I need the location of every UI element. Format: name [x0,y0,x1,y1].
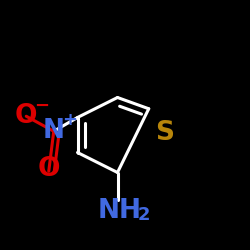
Text: O: O [15,103,38,129]
Text: NH: NH [98,198,142,224]
Text: O: O [38,156,60,182]
Text: S: S [156,120,174,146]
Text: 2: 2 [138,206,150,224]
Text: +: + [62,111,77,129]
Text: −: − [34,97,49,115]
Text: N: N [43,118,65,144]
